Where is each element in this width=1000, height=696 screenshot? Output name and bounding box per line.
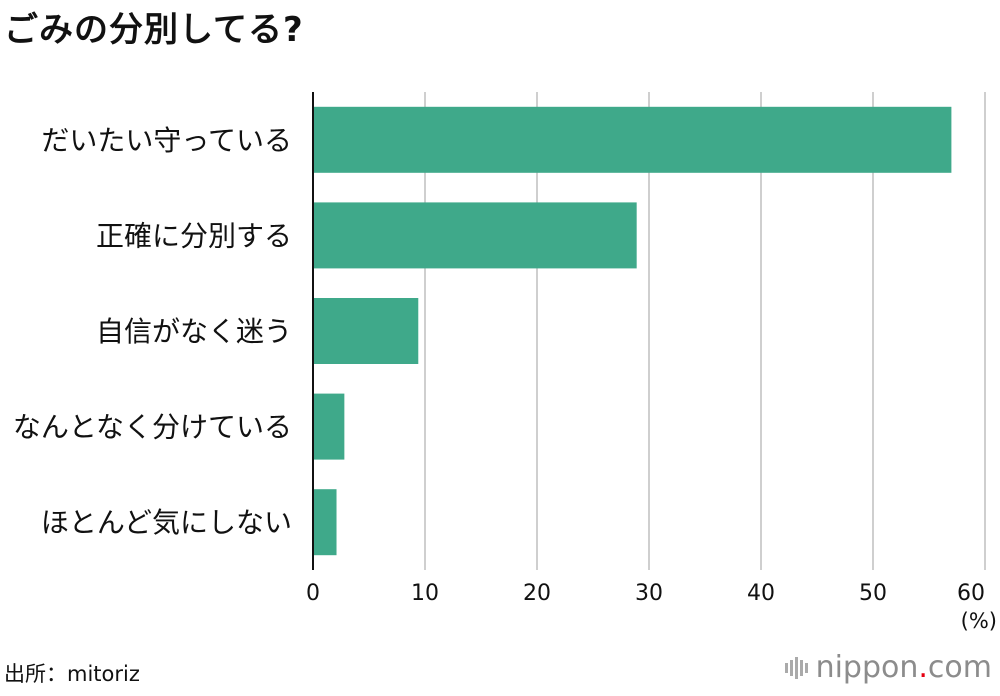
category-label: 自信がなく迷う [96,315,292,348]
x-tick-label: 0 [306,581,320,606]
logo-dot: . [918,650,928,685]
chart-title: ごみの分別してる? [4,10,304,50]
logo-text: nippon.com [816,650,992,685]
nippon-logo[interactable]: nippon.com [784,650,992,685]
category-label: ほとんど気にしない [41,506,292,539]
bar [313,393,345,460]
source-note: 出所：mitoriz [4,662,140,686]
bar [313,298,419,364]
category-label: だいたい守っている [41,124,292,157]
x-unit-label: (%) [961,609,997,633]
logo-bars-icon [784,656,810,679]
x-tick-label: 30 [635,581,663,606]
x-tick-label: 10 [411,581,439,606]
bar [313,106,952,173]
x-tick-label: 60 [957,581,985,606]
x-tick-label: 40 [747,581,775,606]
logo-suffix: com [927,650,992,685]
logo-name: nippon [815,650,919,685]
x-tick-label: 20 [523,581,551,606]
bar [313,202,637,269]
x-tick-label: 50 [859,581,887,606]
bar [313,489,337,556]
category-label: なんとなく分けている [13,411,292,444]
category-label: 正確に分別する [96,219,292,252]
